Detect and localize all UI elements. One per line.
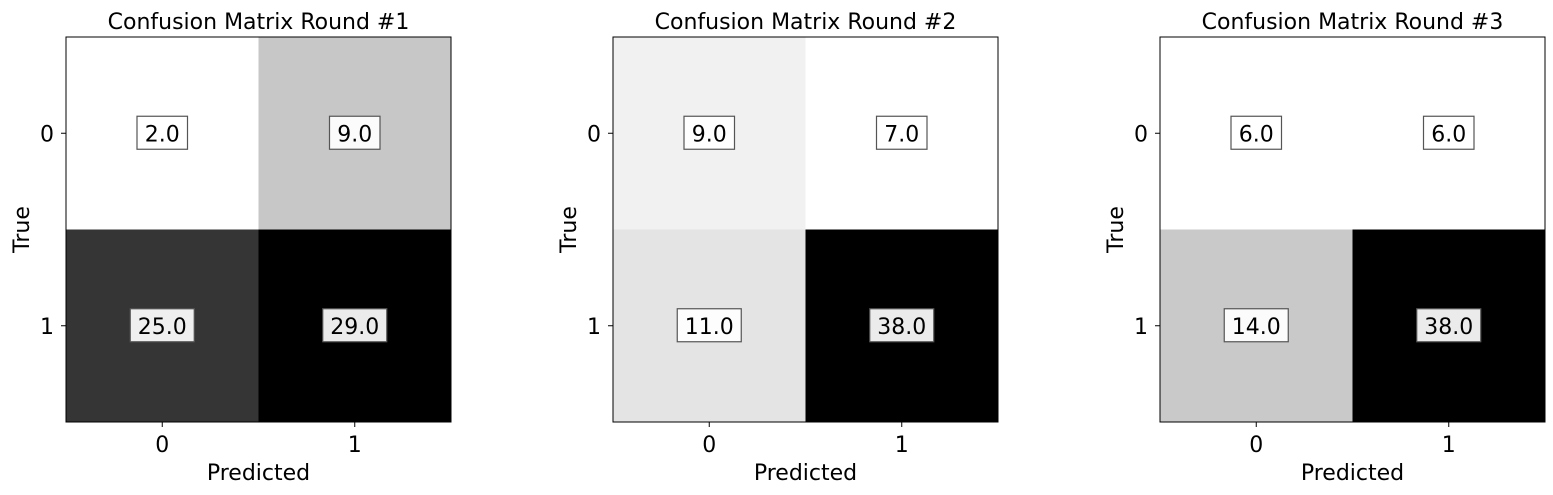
cell-value-label-r1-c0: 25.0 [129, 308, 195, 343]
cell-value-text: 11.0 [685, 315, 734, 340]
chart-title: Confusion Matrix Round #1 [108, 10, 410, 35]
cell-value-text: 25.0 [138, 315, 187, 340]
x-tick-label: 1 [348, 433, 362, 458]
y-tick-label: 1 [587, 315, 601, 340]
axes-frame [612, 36, 999, 423]
cell-value-label-r0-c0: 6.0 [1230, 115, 1283, 150]
cell-value-label-r0-c1: 6.0 [1422, 115, 1475, 150]
cell-label-box [322, 308, 388, 343]
y-axis-label: True [10, 206, 35, 254]
x-axis-label: Predicted [207, 461, 310, 486]
cell-value-label-r1-c1: 38.0 [869, 308, 935, 343]
cell-value-text: 6.0 [1431, 122, 1466, 147]
y-tick-label: 1 [1134, 315, 1148, 340]
x-tick-label: 0 [702, 433, 716, 458]
cell-label-box [1230, 115, 1283, 150]
cell-label-box [1422, 115, 1475, 150]
cell-value-label-r1-c0: 14.0 [1223, 308, 1289, 343]
chart-title: Confusion Matrix Round #2 [655, 10, 957, 35]
cell-value-label-r0-c0: 9.0 [683, 115, 736, 150]
cell-value-label-r0-c0: 2.0 [136, 115, 189, 150]
confusion-matrix-panel-3: 6.0 6.0 14.0 38.0 0 1 0 1 Confusion Matrix Round… [1104, 10, 1546, 486]
cell-label-box [1416, 308, 1482, 343]
x-tick-label: 1 [895, 433, 909, 458]
y-axis-label: True [557, 206, 582, 254]
y-tick-label: 1 [40, 315, 54, 340]
x-axis-label: Predicted [1301, 461, 1404, 486]
cell-value-text: 38.0 [877, 315, 926, 340]
cell-label-box [676, 308, 742, 343]
cell-value-label-r1-c1: 29.0 [322, 308, 388, 343]
x-tick-label: 0 [1249, 433, 1263, 458]
cell-label-box [1223, 308, 1289, 343]
cell-value-text: 2.0 [145, 122, 180, 147]
cell-label-box [683, 115, 736, 150]
confusion-matrix-panel-2: 9.0 7.0 11.0 38.0 0 1 0 1 Confusion Matrix Round… [557, 10, 999, 486]
cell-value-text: 9.0 [692, 122, 727, 147]
cell-label-box [129, 308, 195, 343]
cell-label-box [875, 115, 928, 150]
y-tick-label: 0 [40, 122, 54, 147]
x-axis-label: Predicted [754, 461, 857, 486]
y-tick-label: 0 [587, 122, 601, 147]
cell-value-text: 38.0 [1424, 315, 1473, 340]
axes-frame [1159, 36, 1546, 423]
x-tick-label: 1 [1442, 433, 1456, 458]
axes-frame [65, 36, 452, 423]
cell-label-box [136, 115, 189, 150]
cell-value-text: 6.0 [1239, 122, 1274, 147]
y-axis-label: True [1104, 206, 1129, 254]
chart-title: Confusion Matrix Round #3 [1202, 10, 1504, 35]
cell-value-label-r1-c0: 11.0 [676, 308, 742, 343]
cell-value-text: 9.0 [337, 122, 372, 147]
cell-value-label-r1-c1: 38.0 [1416, 308, 1482, 343]
cell-value-label-r0-c1: 9.0 [328, 115, 381, 150]
cell-value-text: 14.0 [1232, 315, 1281, 340]
cell-value-text: 7.0 [884, 122, 919, 147]
cell-label-box [328, 115, 381, 150]
cell-value-label-r0-c1: 7.0 [875, 115, 928, 150]
cell-label-box [869, 308, 935, 343]
y-tick-label: 0 [1134, 122, 1148, 147]
x-tick-label: 0 [155, 433, 169, 458]
cell-value-text: 29.0 [330, 315, 379, 340]
confusion-matrix-panel-1: 2.0 9.0 25.0 29.0 0 1 0 1 Confusion Matrix Round… [10, 10, 452, 486]
